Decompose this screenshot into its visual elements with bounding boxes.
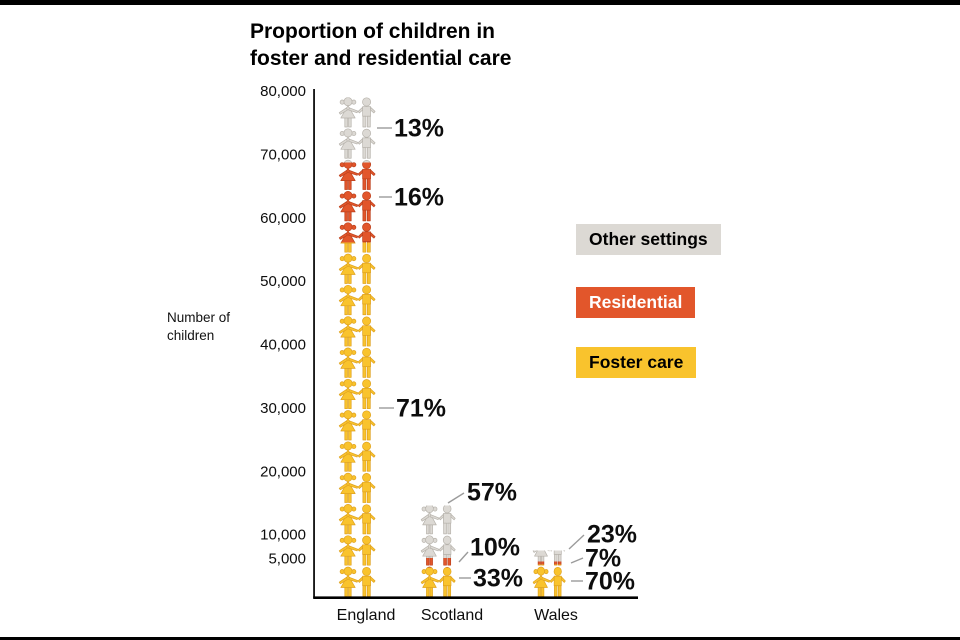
y-tick-label: 70,000 bbox=[260, 146, 306, 163]
y-tick-label: 40,000 bbox=[260, 337, 306, 354]
percent-label-england-other-settings: 13% bbox=[394, 115, 444, 143]
legend-item-other-settings: Other settings bbox=[576, 224, 721, 255]
percent-label-wales-other-settings: 23% bbox=[587, 521, 637, 549]
callout-line bbox=[570, 557, 584, 564]
percent-label-scotland-residential: 10% bbox=[470, 534, 520, 562]
y-tick-label: 10,000 bbox=[260, 527, 306, 544]
y-tick-label: 60,000 bbox=[260, 210, 306, 227]
axis bbox=[313, 89, 638, 599]
x-category-label-england: England bbox=[337, 607, 396, 624]
y-axis-title: Number of children bbox=[167, 309, 230, 345]
percent-label-wales-residential: 7% bbox=[585, 545, 621, 573]
legend-label-foster-care: Foster care bbox=[589, 352, 684, 372]
bottom-frame-bar bbox=[0, 636, 960, 640]
y-axis-title-line1: Number of bbox=[167, 310, 231, 325]
callout-line bbox=[447, 492, 465, 504]
pictogram-column-scotland bbox=[420, 505, 456, 597]
legend-item-foster-care: Foster care bbox=[576, 347, 697, 378]
legend-label-residential: Residential bbox=[589, 292, 683, 312]
callout-line bbox=[458, 551, 469, 563]
y-tick-label: 80,000 bbox=[260, 83, 306, 100]
percent-label-england-foster-care: 71% bbox=[396, 395, 446, 423]
legend-item-residential: Residential bbox=[576, 287, 696, 318]
y-tick-label: 30,000 bbox=[260, 400, 306, 417]
y-tick-label: 20,000 bbox=[260, 463, 306, 480]
x-category-label-wales: Wales bbox=[534, 607, 578, 624]
y-tick-label: 5,000 bbox=[268, 550, 306, 567]
top-frame-bar bbox=[0, 0, 960, 5]
chart-title: Proportion of children in foster and res… bbox=[250, 18, 511, 72]
percent-label-scotland-other-settings: 57% bbox=[467, 479, 517, 507]
y-axis-title-line2: children bbox=[167, 328, 215, 343]
pictogram-column-wales bbox=[532, 550, 566, 597]
y-tick-label: 50,000 bbox=[260, 273, 306, 290]
chart-title-line2: foster and residential care bbox=[250, 47, 512, 70]
legend-label-other-settings: Other settings bbox=[589, 229, 708, 249]
percent-label-scotland-foster-care: 33% bbox=[473, 565, 523, 593]
percent-label-england-residential: 16% bbox=[394, 184, 444, 212]
x-category-label-scotland: Scotland bbox=[421, 607, 483, 624]
chart-title-line1: Proportion of children in bbox=[250, 20, 495, 43]
callout-line bbox=[568, 534, 585, 550]
percent-label-wales-foster-care: 70% bbox=[585, 568, 635, 596]
pictogram-column-england bbox=[338, 97, 376, 597]
